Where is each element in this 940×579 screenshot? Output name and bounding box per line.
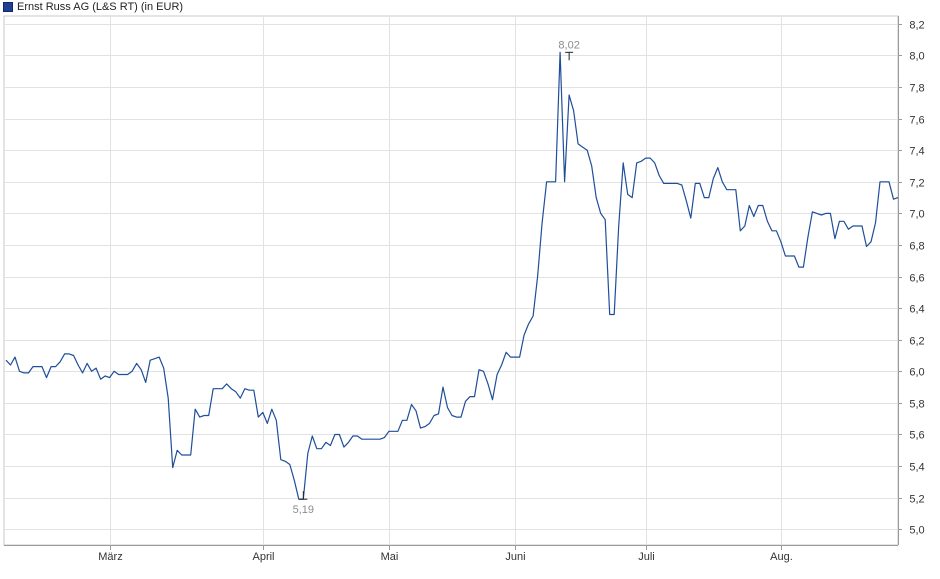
max-label: 8,02 [558, 39, 579, 51]
min-label: 5,19 [293, 504, 314, 516]
y-tick-label: 6,2 [909, 336, 924, 348]
series-line [5, 51, 899, 500]
legend-swatch [3, 2, 13, 12]
plot-area [3, 15, 899, 546]
y-tick-label: 5,4 [909, 462, 924, 474]
y-tick-label: 5,2 [909, 494, 924, 506]
y-tick-label: 8,0 [909, 51, 924, 63]
legend-unit: (in EUR) [140, 1, 184, 13]
x-tick-label: Juni [505, 551, 525, 563]
y-tick-label: 6,8 [909, 241, 924, 253]
x-tick-label: Mai [381, 551, 399, 563]
y-tick-label: 5,0 [909, 525, 924, 537]
y-tick-label: 5,6 [909, 430, 924, 442]
x-tick-label: Aug. [770, 551, 793, 563]
y-tick-label: 6,0 [909, 367, 924, 379]
y-tick-label: 8,2 [909, 20, 924, 32]
legend: Ernst Russ AG (L&S RT) (in EUR) [3, 1, 183, 13]
x-tick-label: Juli [638, 551, 655, 563]
x-tick-label: März [98, 551, 122, 563]
legend-label: Ernst Russ AG (L&S RT) [17, 1, 138, 13]
x-tick-label: April [252, 551, 274, 563]
y-tick-label: 7,2 [909, 178, 924, 190]
y-tick-label: 7,8 [909, 83, 924, 95]
y-tick-label: 7,6 [909, 115, 924, 127]
y-tick-label: 5,8 [909, 399, 924, 411]
y-tick-label: 7,0 [909, 209, 924, 221]
y-tick-label: 7,4 [909, 146, 924, 158]
y-tick-label: 6,4 [909, 304, 924, 316]
y-tick-label: 6,6 [909, 273, 924, 285]
